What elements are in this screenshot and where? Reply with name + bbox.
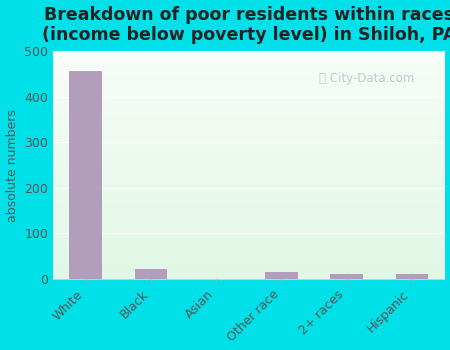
Y-axis label: absolute numbers: absolute numbers bbox=[5, 109, 18, 222]
Text: ⓘ City-Data.com: ⓘ City-Data.com bbox=[319, 72, 414, 85]
Bar bbox=[69, 71, 102, 279]
Bar bbox=[135, 269, 167, 279]
Bar bbox=[396, 274, 428, 279]
Bar bbox=[265, 272, 297, 279]
Title: Breakdown of poor residents within races
(income below poverty level) in Shiloh,: Breakdown of poor residents within races… bbox=[41, 6, 450, 44]
Bar bbox=[330, 274, 363, 279]
